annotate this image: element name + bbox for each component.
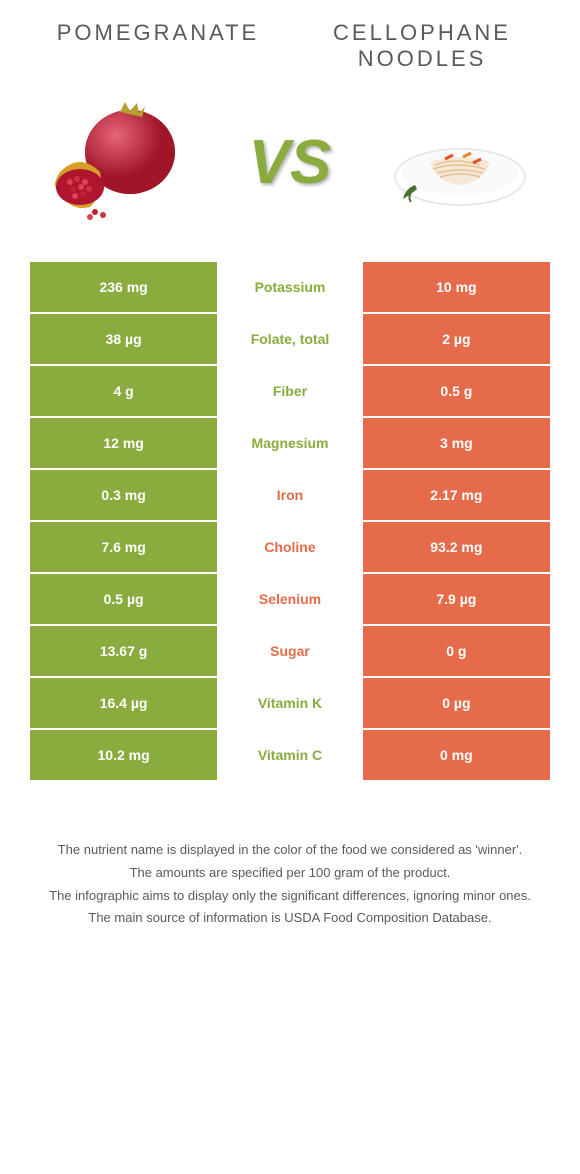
table-row: 4 gFiber0.5 g (30, 366, 550, 416)
value-left: 13.67 g (30, 626, 217, 676)
food-right-title: Cellophane Noodles (314, 20, 530, 72)
header: Pomegranate Cellophane Noodles (30, 20, 550, 72)
value-left: 10.2 mg (30, 730, 217, 780)
value-right: 0 µg (363, 678, 550, 728)
table-row: 0.5 µgSelenium7.9 µg (30, 574, 550, 624)
footer-line: The amounts are specified per 100 gram o… (40, 863, 540, 884)
value-right: 2.17 mg (363, 470, 550, 520)
table-row: 7.6 mgCholine93.2 mg (30, 522, 550, 572)
value-left: 38 µg (30, 314, 217, 364)
value-right: 0.5 g (363, 366, 550, 416)
nutrient-label: Folate, total (217, 314, 363, 364)
value-right: 2 µg (363, 314, 550, 364)
nutrient-label: Choline (217, 522, 363, 572)
table-row: 12 mgMagnesium3 mg (30, 418, 550, 468)
value-right: 0 mg (363, 730, 550, 780)
nutrient-label: Sugar (217, 626, 363, 676)
nutrient-label: Fiber (217, 366, 363, 416)
value-left: 236 mg (30, 262, 217, 312)
footer-line: The nutrient name is displayed in the co… (40, 840, 540, 861)
footer-line: The main source of information is USDA F… (40, 908, 540, 929)
nutrient-label: Potassium (217, 262, 363, 312)
table-row: 0.3 mgIron2.17 mg (30, 470, 550, 520)
vs-label: VS (249, 127, 332, 198)
vs-row: VS (30, 92, 550, 232)
nutrient-label: Iron (217, 470, 363, 520)
comparison-table: 236 mgPotassium10 mg38 µgFolate, total2 … (30, 262, 550, 780)
nutrient-label: Selenium (217, 574, 363, 624)
value-left: 7.6 mg (30, 522, 217, 572)
table-row: 236 mgPotassium10 mg (30, 262, 550, 312)
value-right: 0 g (363, 626, 550, 676)
nutrient-label: Magnesium (217, 418, 363, 468)
value-right: 93.2 mg (363, 522, 550, 572)
value-right: 3 mg (363, 418, 550, 468)
footer-notes: The nutrient name is displayed in the co… (30, 840, 550, 929)
value-left: 4 g (30, 366, 217, 416)
value-left: 12 mg (30, 418, 217, 468)
food-left-image (40, 92, 200, 232)
value-left: 16.4 µg (30, 678, 217, 728)
footer-line: The infographic aims to display only the… (40, 886, 540, 907)
table-row: 38 µgFolate, total2 µg (30, 314, 550, 364)
nutrient-label: Vitamin K (217, 678, 363, 728)
table-row: 13.67 gSugar0 g (30, 626, 550, 676)
value-left: 0.3 mg (30, 470, 217, 520)
food-right-image (380, 92, 540, 232)
nutrient-label: Vitamin C (217, 730, 363, 780)
table-row: 10.2 mgVitamin C0 mg (30, 730, 550, 780)
value-right: 7.9 µg (363, 574, 550, 624)
value-left: 0.5 µg (30, 574, 217, 624)
food-left-title: Pomegranate (50, 20, 266, 72)
value-right: 10 mg (363, 262, 550, 312)
table-row: 16.4 µgVitamin K0 µg (30, 678, 550, 728)
